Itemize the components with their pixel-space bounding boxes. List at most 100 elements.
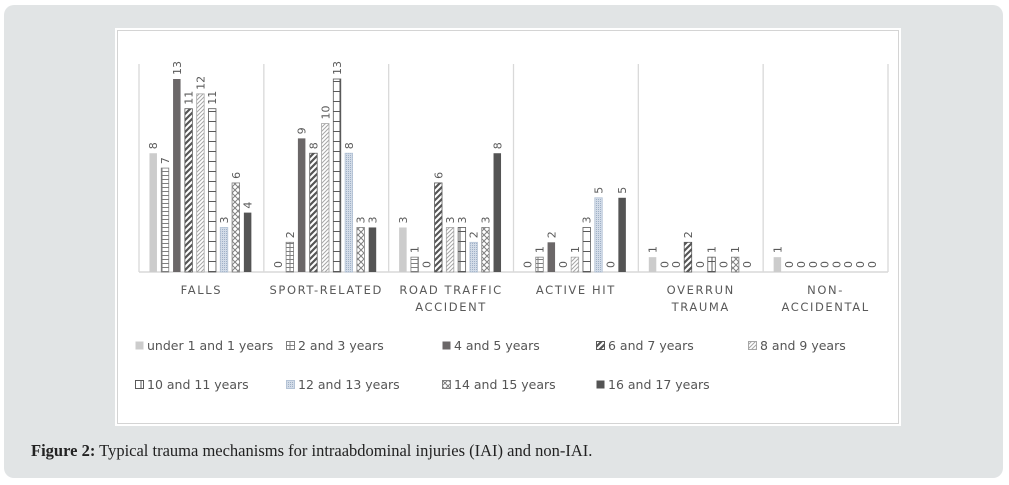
- data-label: 2: [284, 231, 297, 238]
- data-label: 13: [171, 61, 184, 75]
- bar-under-1-and-1-years-5: [773, 257, 782, 272]
- bar-16-and-17-years-0: [243, 212, 252, 272]
- data-label: 5: [593, 187, 606, 194]
- x-tick-label: ACCIDENTAL: [781, 300, 869, 314]
- data-label: 7: [159, 157, 172, 164]
- data-label: 3: [355, 216, 368, 223]
- bar-14-and-15-years-1: [356, 227, 365, 273]
- bar-14-and-15-years-4: [731, 256, 740, 273]
- data-label: 8: [147, 142, 160, 149]
- bar-10-and-11-years-4: [707, 256, 716, 273]
- data-label: 3: [456, 216, 469, 223]
- bar-12-and-13-years-3: [594, 197, 603, 273]
- data-label: 1: [729, 246, 742, 253]
- bar-under-1-and-1-years-2: [399, 227, 407, 272]
- bar-16-and-17-years-2: [493, 153, 502, 272]
- x-tick-label: ACTIVE HIT: [536, 283, 616, 297]
- data-label: 3: [444, 216, 457, 223]
- x-tick-label: SPORT-RELATED: [270, 283, 383, 297]
- data-label: 13: [331, 61, 344, 75]
- data-label: 1: [706, 246, 719, 253]
- data-label: 0: [604, 261, 617, 268]
- bar-6-and-7-years-2: [434, 182, 443, 273]
- data-label: 0: [694, 261, 707, 268]
- bar-4-and-5-years-3: [547, 242, 556, 272]
- figure-panel: 8 7 13 11 12 11 3 6 4 FALLS 0 2 9 8 10 13 8 3 3 SPORT-RELAT…: [4, 5, 1003, 478]
- data-label: 8: [343, 142, 356, 149]
- data-label: 9: [296, 127, 309, 134]
- data-label: 11: [183, 91, 196, 105]
- x-tick-label: FALLS: [181, 283, 223, 297]
- bar-8-and-9-years-1: [321, 123, 330, 273]
- bar-2-and-3-years-2: [410, 256, 419, 273]
- bar-16-and-17-years-3: [618, 197, 626, 272]
- data-label: 0: [866, 261, 879, 268]
- bar-8-and-9-years-3: [570, 256, 580, 273]
- data-label: 0: [783, 261, 796, 268]
- bar-4-and-5-years-0: [173, 79, 181, 272]
- bar-2-and-3-years-0: [160, 167, 170, 273]
- bar-10-and-11-years-1: [332, 78, 342, 273]
- caption-label: Figure 2:: [31, 441, 96, 460]
- data-label: 0: [272, 261, 285, 268]
- bar-4-and-5-years-1: [297, 138, 306, 272]
- data-label: 0: [420, 261, 433, 268]
- bar-14-and-15-years-0: [231, 182, 240, 273]
- bar-under-1-and-1-years-4: [648, 257, 657, 272]
- bar-8-and-9-years-2: [445, 227, 455, 273]
- data-label: 2: [545, 231, 558, 238]
- bar-2-and-3-years-3: [535, 256, 544, 273]
- data-label: 0: [522, 261, 535, 268]
- data-label: 6: [432, 172, 445, 179]
- bar-6-and-7-years-0: [184, 108, 193, 273]
- data-label: 5: [616, 187, 629, 194]
- data-label: 0: [854, 261, 867, 268]
- x-tick-label: OVERRUN: [667, 283, 735, 297]
- data-label: 0: [658, 261, 671, 268]
- data-label: 11: [206, 91, 219, 105]
- x-tick-label: NON-: [807, 283, 844, 297]
- bar-6-and-7-years-1: [309, 152, 318, 273]
- bar-12-and-13-years-1: [344, 152, 354, 273]
- data-label: 0: [819, 261, 832, 268]
- data-label: 1: [569, 246, 582, 253]
- data-label: 1: [409, 246, 422, 253]
- data-label: 1: [534, 246, 547, 253]
- caption-text: Typical trauma mechanisms for intraabdom…: [95, 441, 593, 460]
- data-label: 8: [491, 142, 504, 149]
- data-label: 1: [771, 246, 784, 253]
- figure-caption: Figure 2: Typical trauma mechanisms for …: [31, 441, 592, 461]
- data-label: 0: [795, 261, 808, 268]
- data-label: 0: [830, 261, 843, 268]
- data-label: 3: [218, 216, 231, 223]
- data-label: 6: [230, 172, 243, 179]
- data-label: 4: [242, 202, 255, 209]
- x-tick-label: ROAD TRAFFIC: [399, 283, 503, 297]
- data-label: 0: [717, 261, 730, 268]
- data-label: 0: [670, 261, 683, 268]
- x-tick-label: ACCIDENT: [415, 300, 487, 314]
- bar-14-and-15-years-2: [481, 227, 490, 273]
- x-tick-label: TRAUMA: [671, 300, 730, 314]
- bar-12-and-13-years-0: [219, 227, 229, 273]
- bar-10-and-11-years-0: [208, 108, 217, 273]
- data-label: 12: [194, 76, 207, 90]
- bar-6-and-7-years-4: [683, 241, 693, 273]
- data-label: 8: [307, 142, 320, 149]
- data-label: 0: [741, 261, 754, 268]
- bar-under-1-and-1-years-0: [149, 153, 157, 272]
- data-label: 3: [581, 216, 594, 223]
- data-label: 3: [366, 216, 379, 223]
- bar-2-and-3-years-1: [285, 241, 295, 273]
- data-label: 2: [468, 231, 481, 238]
- data-label: 0: [557, 261, 570, 268]
- chart-area: 8 7 13 11 12 11 3 6 4 FALLS 0 2 9 8 10 13 8 3 3 SPORT-RELAT…: [117, 30, 899, 424]
- bar-8-and-9-years-0: [196, 93, 205, 273]
- bar-chart: 8713111211364FALLS02981013833SPORT-RELAT…: [138, 61, 889, 314]
- data-label: 3: [479, 216, 492, 223]
- data-label: 0: [807, 261, 820, 268]
- bar-10-and-11-years-2: [457, 227, 467, 273]
- data-label: 10: [319, 106, 332, 120]
- data-label: 0: [842, 261, 855, 268]
- bar-16-and-17-years-1: [368, 227, 377, 272]
